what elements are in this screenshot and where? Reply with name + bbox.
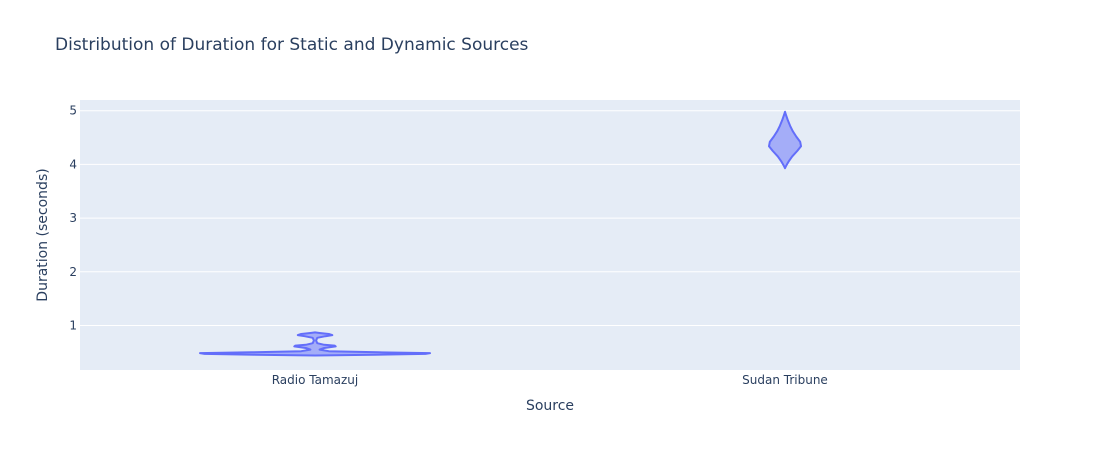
plot-area (80, 100, 1020, 370)
y-tick-label: 2 (69, 265, 77, 279)
chart-title: Distribution of Duration for Static and … (55, 35, 529, 55)
gridlines (80, 110, 1020, 326)
y-tick-labels: 1 2 3 4 5 (69, 104, 77, 333)
violin-radio-tamazuj[interactable] (199, 331, 431, 357)
violin-sudan-tribune[interactable] (768, 110, 802, 170)
violin-layer (199, 110, 802, 357)
x-axis-title: Source (526, 398, 574, 414)
x-tick-label: Radio Tamazuj (272, 373, 359, 387)
y-axis-title: Duration (seconds) (35, 168, 51, 301)
y-tick-label: 5 (69, 104, 77, 118)
x-tick-label: Sudan Tribune (742, 373, 828, 387)
y-tick-label: 4 (69, 157, 77, 171)
y-tick-label: 1 (69, 318, 77, 332)
x-tick-labels: Radio Tamazuj Sudan Tribune (272, 373, 828, 387)
y-tick-label: 3 (69, 211, 77, 225)
